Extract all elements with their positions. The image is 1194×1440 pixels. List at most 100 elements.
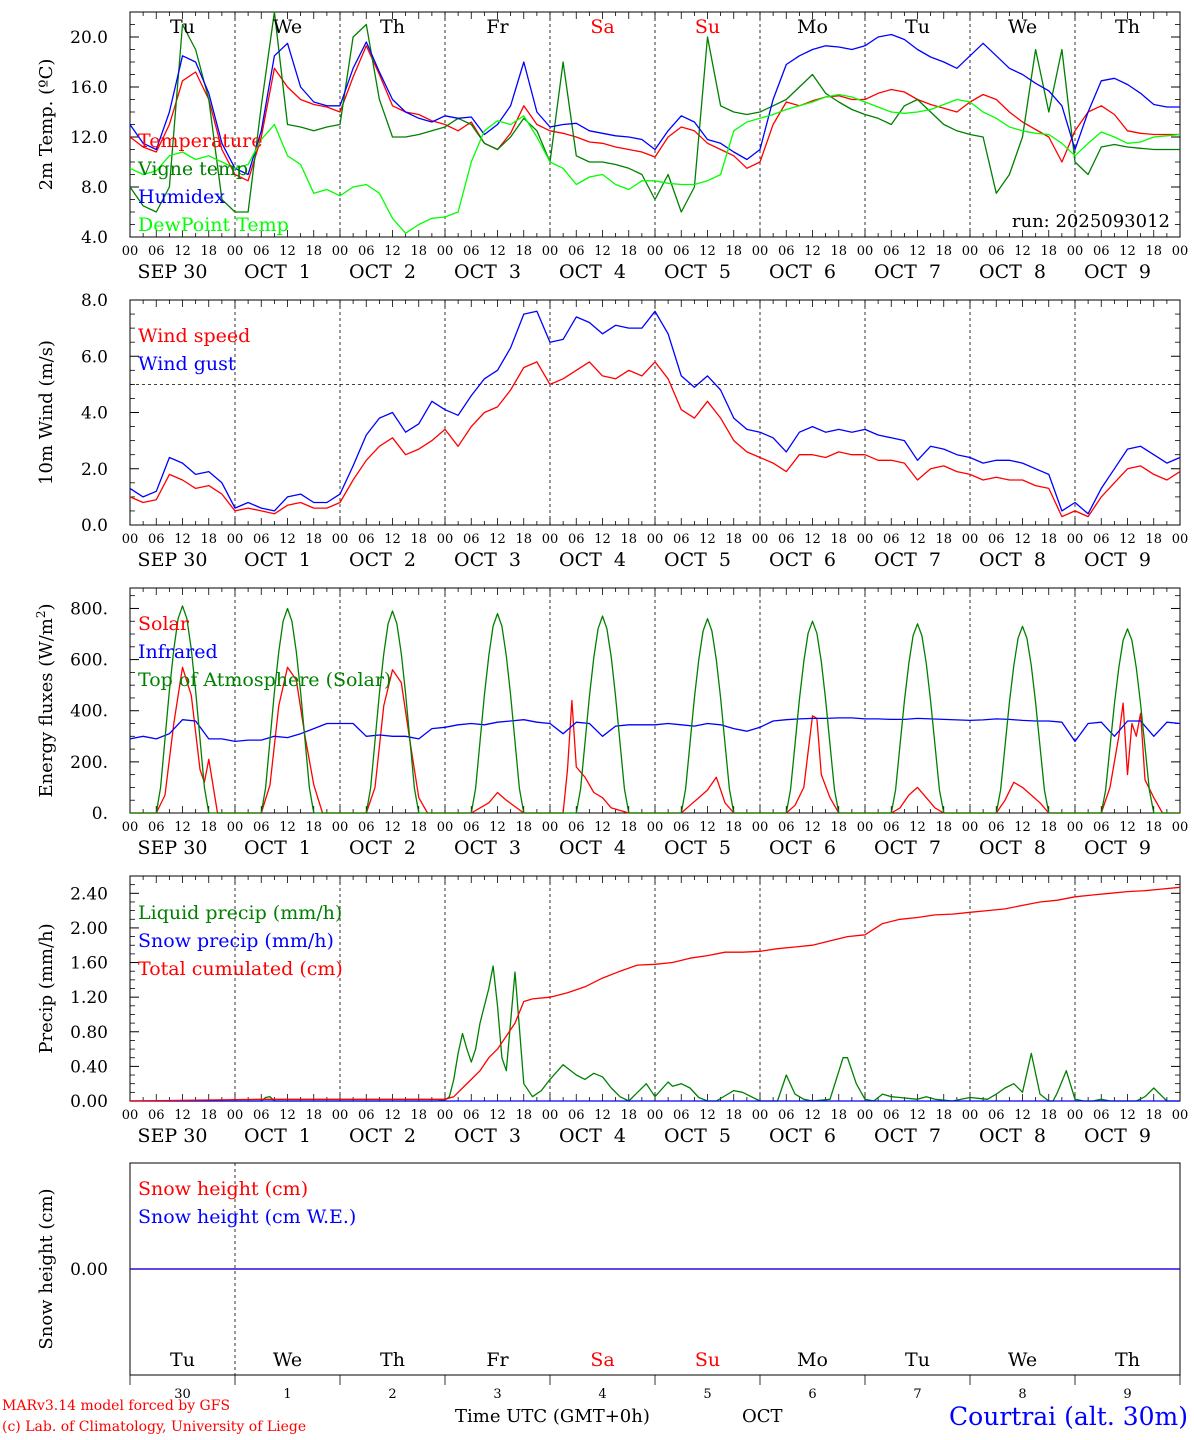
hour-tick-label: 12 (699, 1108, 716, 1123)
legend-entry: Top of Atmosphere (Solar) (138, 669, 391, 691)
hour-tick-label: 00 (542, 1108, 559, 1123)
weekday-label-top: We (273, 16, 302, 38)
hour-tick-label: 00 (1172, 244, 1189, 259)
legend-entry: Solar (138, 613, 190, 635)
hour-tick-label: 18 (410, 244, 427, 259)
date-label: OCT 3 (454, 837, 521, 859)
date-label: OCT 7 (874, 549, 941, 571)
y-axis-label: Snow height (cm) (36, 1188, 57, 1349)
date-label: OCT 5 (664, 837, 731, 859)
y-tick-label: 1.60 (70, 954, 108, 974)
hour-tick-label: 00 (122, 820, 139, 835)
hour-tick-label: 18 (515, 532, 532, 547)
y-tick-label: 0. (92, 804, 108, 824)
hour-tick-label: 06 (673, 532, 690, 547)
hour-tick-label: 06 (988, 244, 1005, 259)
date-label: OCT 2 (349, 837, 416, 859)
hour-tick-label: 00 (1172, 820, 1189, 835)
hour-tick-label: 00 (857, 820, 874, 835)
hour-tick-label: 00 (437, 820, 454, 835)
weekday-label-top: Th (380, 16, 405, 38)
hour-tick-label: 00 (752, 244, 769, 259)
series-line-top-of-atmosphere-solar (130, 605, 1180, 814)
date-label: OCT 7 (874, 1125, 941, 1147)
lab-credit: (c) Lab. of Climatology, University of L… (2, 1419, 307, 1435)
date-label: OCT 8 (979, 261, 1046, 283)
hour-tick-label: 12 (174, 1108, 191, 1123)
date-label: OCT 9 (1084, 549, 1151, 571)
hour-tick-label: 18 (1040, 820, 1057, 835)
date-label: OCT 4 (559, 549, 626, 571)
date-label: OCT 6 (769, 549, 836, 571)
hour-tick-label: 12 (1119, 820, 1136, 835)
hour-tick-label: 18 (935, 1108, 952, 1123)
hour-tick-label: 18 (410, 820, 427, 835)
plot-frame (129, 587, 1181, 814)
date-label: OCT 2 (349, 1125, 416, 1147)
hour-tick-label: 00 (752, 532, 769, 547)
hour-tick-label: 18 (830, 1108, 847, 1123)
y-tick-label: 0.0 (81, 516, 108, 536)
hour-tick-label: 00 (122, 244, 139, 259)
hour-tick-label: 06 (883, 244, 900, 259)
y-tick-label: 800. (70, 599, 108, 619)
hour-tick-label: 12 (804, 532, 821, 547)
date-label: OCT 5 (664, 261, 731, 283)
legend-entry: Snow height (cm W.E.) (138, 1206, 356, 1228)
hour-tick-label: 00 (227, 244, 244, 259)
y-tick-label: 2.00 (70, 919, 108, 939)
hour-tick-label: 00 (332, 820, 349, 835)
hour-tick-label: 18 (515, 1108, 532, 1123)
date-label: OCT 5 (664, 1125, 731, 1147)
date-label: OCT 1 (244, 549, 311, 571)
y-tick-label: 8.0 (81, 291, 108, 311)
hour-tick-label: 12 (909, 244, 926, 259)
hour-tick-label: 18 (515, 820, 532, 835)
day-number-label: 7 (913, 1387, 921, 1402)
date-label: OCT 1 (244, 837, 311, 859)
hour-tick-label: 06 (988, 532, 1005, 547)
panel-precip: 0.00 0.40 0.80 1.20 1.60 2.00 2.40 Precip (mm/h… (36, 875, 1181, 1112)
date-label: OCT 9 (1084, 261, 1151, 283)
y-tick-label: 6.0 (81, 347, 108, 367)
date-label: SEP 30 (138, 837, 208, 859)
hour-tick-label: 06 (568, 1108, 585, 1123)
hour-tick-label: 00 (962, 820, 979, 835)
hour-tick-label: 12 (804, 1108, 821, 1123)
hour-tick-label: 06 (253, 244, 270, 259)
hour-tick-label: 00 (752, 1108, 769, 1123)
hour-tick-label: 06 (988, 820, 1005, 835)
hour-tick-label: 00 (752, 820, 769, 835)
hour-tick-label: 12 (1014, 532, 1031, 547)
weekday-label-bottom: We (273, 1349, 302, 1371)
y-tick-label: 600. (70, 651, 108, 671)
hour-tick-label: 18 (1040, 1108, 1057, 1123)
hour-tick-label: 06 (883, 532, 900, 547)
hour-tick-label: 06 (358, 244, 375, 259)
hour-tick-label: 12 (279, 820, 296, 835)
hour-tick-label: 18 (620, 820, 637, 835)
hour-tick-label: 18 (305, 820, 322, 835)
hour-tick-label: 18 (305, 1108, 322, 1123)
hour-tick-label: 00 (1067, 1108, 1084, 1123)
month-label: OCT (742, 1406, 783, 1427)
hour-tick-label: 18 (200, 820, 217, 835)
hour-tick-label: 12 (804, 820, 821, 835)
y-tick-label: 2.0 (81, 460, 108, 480)
panel-snow: 0.00 Snow height (cm) Snow height (cm) Snow… (36, 1162, 1181, 1376)
hour-tick-label: 06 (1093, 820, 1110, 835)
hour-tick-label: 06 (1093, 1108, 1110, 1123)
hour-tick-label: 06 (463, 1108, 480, 1123)
panel-temperature: 4.0 8.0 12.0 16.0 20.0 2m Temp. (ºC) Temperatu… (36, 11, 1181, 248)
hour-tick-label: 18 (305, 244, 322, 259)
legend-entry: Wind speed (138, 325, 250, 347)
weekday-label-bottom: Sa (590, 1349, 614, 1371)
hour-tick-label: 00 (542, 532, 559, 547)
hour-tick-label: 12 (804, 244, 821, 259)
hour-tick-label: 00 (1067, 244, 1084, 259)
hour-tick-label: 12 (594, 244, 611, 259)
y-tick-label: 400. (70, 702, 108, 722)
weekday-label-bottom: We (1008, 1349, 1037, 1371)
hour-tick-label: 06 (148, 1108, 165, 1123)
date-label: OCT 4 (559, 1125, 626, 1147)
